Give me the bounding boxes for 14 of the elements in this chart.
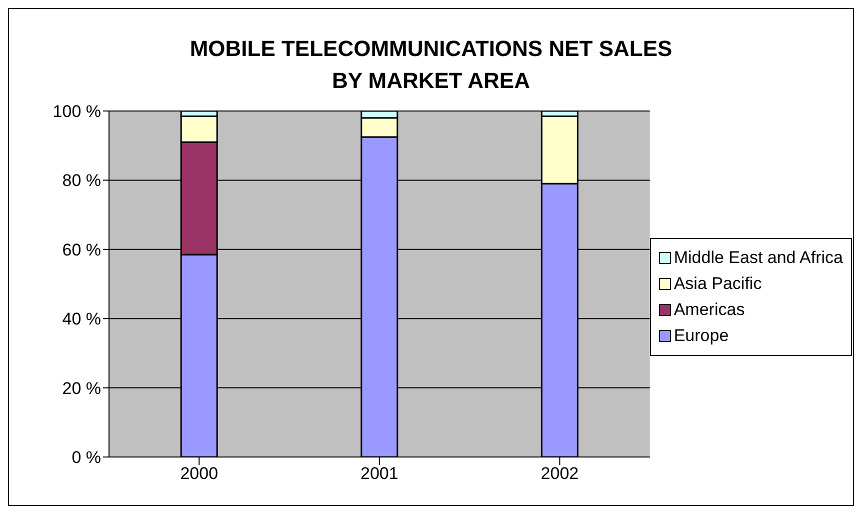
y-tick-label: 0 % [72, 448, 101, 468]
x-tick-label: 2001 [360, 464, 398, 484]
legend-label: Europe [674, 326, 729, 346]
y-tick-label: 40 % [62, 310, 101, 329]
y-tick-label: 100 % [52, 102, 101, 122]
y-tick-label: 20 % [62, 378, 101, 398]
legend-label: Asia Pacific [674, 274, 762, 294]
legend-label: Middle East and Africa [674, 248, 843, 268]
x-tick-label: 2002 [540, 464, 579, 484]
x-tick-label: 2000 [180, 464, 218, 484]
chart-title: MOBILE TELECOMMUNICATIONS NET SALES BY MARKET AREA [188, 35, 674, 95]
y-tick-label: 80 % [62, 171, 101, 190]
y-tick-label: 60 % [62, 240, 101, 260]
legend-label: Americas [674, 300, 745, 320]
